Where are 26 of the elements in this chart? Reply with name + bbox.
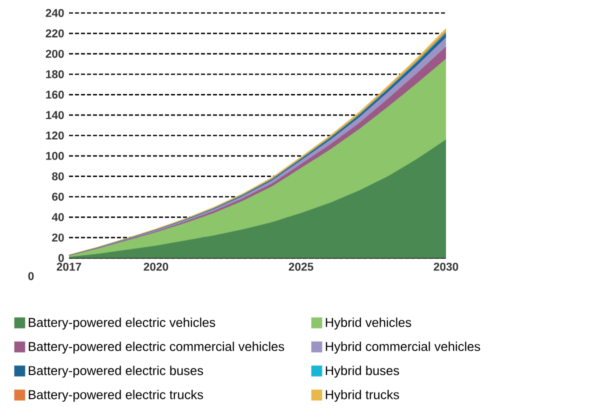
y-tick-label: 180 <box>46 70 64 78</box>
y-tick-label: 200 <box>46 50 64 58</box>
legend-label: Battery-powered electric vehicles <box>28 318 216 330</box>
y-tick-label: 60 <box>52 192 64 201</box>
x-tick-label: 2020 <box>144 262 168 271</box>
legend-label: Battery-powered electric buses <box>28 366 204 378</box>
legend-label: Hybrid trucks <box>326 390 400 402</box>
y-tick-label: 120 <box>46 131 64 140</box>
legend-label: Battery-powered electric commercial vehicles <box>28 342 284 354</box>
y-tick-label: 140 <box>46 111 64 120</box>
y-tick-label: 160 <box>46 90 64 99</box>
y-tick-label: 100 <box>46 152 64 160</box>
legend-label: Hybrid vehicles <box>326 318 412 330</box>
y-tick-label: 0 <box>58 254 64 262</box>
y-tick-label: 240 <box>46 8 64 17</box>
y-tick-label: 40 <box>52 213 64 222</box>
legend-label: Hybrid buses <box>326 366 400 378</box>
y-tick-label: 80 <box>52 172 64 180</box>
y-tick-label: 220 <box>46 29 64 38</box>
x-tick-label: 2025 <box>288 262 314 271</box>
x-tick-label: 2017 <box>56 262 82 271</box>
legend-label: Hybrid commercial vehicles <box>326 342 480 354</box>
y-tick-label: 20 <box>52 234 64 242</box>
legend-label: Battery-powered electric trucks <box>28 390 204 402</box>
text: 0 <box>28 272 34 280</box>
x-tick-label: 2030 <box>434 262 458 271</box>
